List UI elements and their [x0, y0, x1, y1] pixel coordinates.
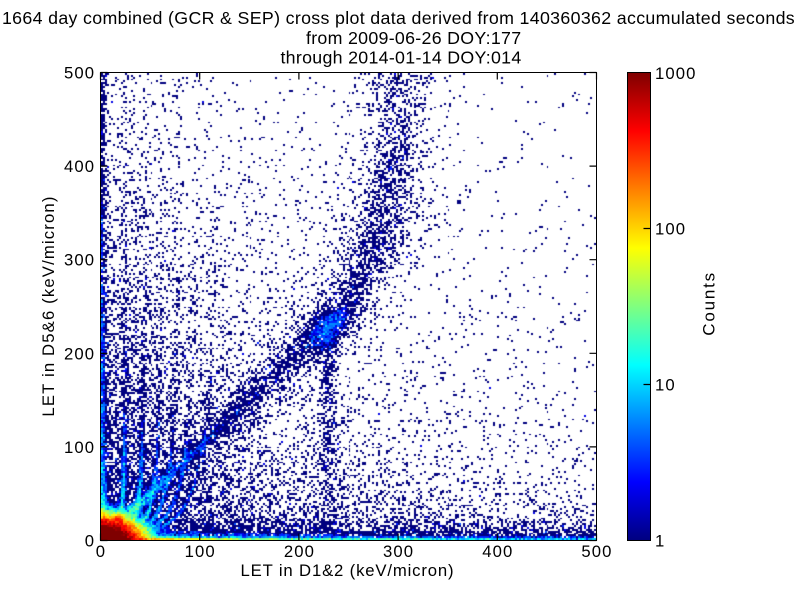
svg-text:from 2009-06-26 DOY:177: from 2009-06-26 DOY:177 [306, 28, 521, 48]
svg-text:500: 500 [64, 64, 95, 83]
svg-text:500: 500 [581, 542, 612, 561]
svg-text:100: 100 [185, 542, 216, 561]
svg-text:100: 100 [64, 438, 95, 457]
svg-text:200: 200 [64, 344, 95, 363]
svg-text:1000: 1000 [655, 64, 697, 83]
svg-text:100: 100 [655, 220, 686, 239]
svg-text:300: 300 [383, 542, 414, 561]
svg-text:Counts: Counts [700, 271, 719, 336]
svg-text:1: 1 [655, 532, 665, 551]
svg-text:10: 10 [655, 376, 676, 395]
svg-text:0: 0 [85, 532, 95, 551]
svg-text:400: 400 [64, 157, 95, 176]
svg-text:200: 200 [284, 542, 315, 561]
svg-text:LET in D5&6 (keV/micron): LET in D5&6 (keV/micron) [39, 195, 58, 416]
svg-text:300: 300 [64, 251, 95, 270]
svg-text:LET in D1&2 (keV/micron): LET in D1&2 (keV/micron) [241, 561, 455, 580]
svg-text:1664 day combined (GCR & SEP): 1664 day combined (GCR & SEP) cross plot… [2, 8, 795, 28]
svg-text:through 2014-01-14 DOY:014: through 2014-01-14 DOY:014 [280, 48, 521, 68]
svg-text:400: 400 [482, 542, 513, 561]
svg-text:0: 0 [96, 542, 106, 561]
